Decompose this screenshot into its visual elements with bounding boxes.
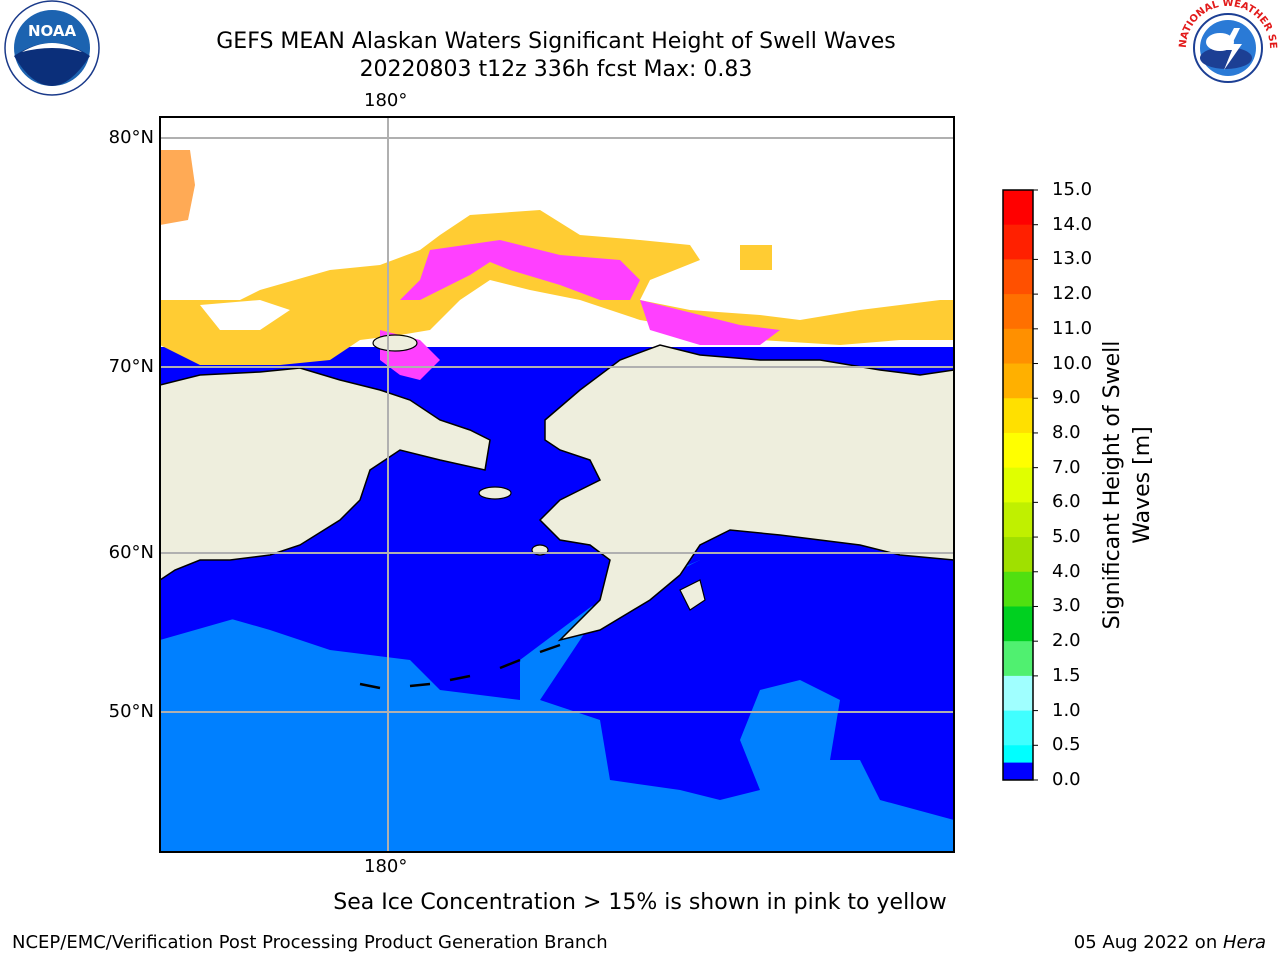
colorbar-frame	[1002, 189, 1034, 781]
colorbar-tick-label: 13.0	[1052, 248, 1093, 270]
colorbar-segment	[1003, 571, 1033, 607]
map-frame	[159, 116, 955, 853]
colorbar-segment	[1003, 259, 1033, 295]
colorbar-tick-label: 5.0	[1052, 526, 1081, 548]
graticule	[160, 117, 954, 852]
colorbar-tick-label: 8.0	[1052, 421, 1081, 443]
land-alaska	[538, 344, 954, 642]
colorbar-tick-label: 15.0	[1052, 179, 1093, 200]
lon-label-bottom: 180°	[364, 856, 408, 877]
footer-branch: NCEP/EMC/Verification Post Processing Pr…	[12, 932, 608, 953]
colorbar-segment	[1003, 675, 1033, 712]
colorbar-label: Significant Height of Swell Waves [m]	[1100, 340, 1155, 630]
island-st-lawrence	[478, 486, 512, 500]
lat-label-60: 60°N	[108, 542, 154, 563]
colorbar-tick-label: 9.0	[1052, 387, 1081, 409]
island-wrangel	[372, 334, 418, 352]
title-line-1: GEFS MEAN Alaskan Waters Significant Hei…	[216, 29, 896, 54]
colorbar-tick-label: 3.0	[1052, 595, 1081, 617]
lat-label-80: 80°N	[108, 127, 154, 148]
colorbar-tick-label: 0.5	[1052, 734, 1081, 756]
colorbar-segment	[1003, 190, 1033, 226]
sea-ice-white-gap	[200, 300, 290, 330]
colorbar-segment	[1003, 745, 1033, 764]
title-line-2: 20220803 t12z 336h fcst Max: 0.83	[359, 57, 753, 82]
low-swell-region-bering	[180, 560, 600, 700]
colorbar-tick-label: 2.0	[1052, 630, 1081, 652]
colorbar-tick-label: 0.0	[1052, 769, 1081, 790]
footer-date-text: 05 Aug 2022 on	[1073, 932, 1223, 953]
colorbar-segment	[1003, 432, 1033, 469]
lat-label-70: 70°N	[108, 356, 154, 377]
colorbar-tick-label: 7.0	[1052, 456, 1081, 478]
land-siberia	[160, 367, 491, 581]
low-swell-region-east	[860, 720, 954, 800]
colorbar-segment	[1003, 537, 1033, 573]
colorbar-tick-label: 11.0	[1052, 317, 1093, 339]
noaa-logo-text: NOAA	[28, 22, 77, 40]
colorbar-tick-label: 10.0	[1052, 352, 1093, 374]
colorbar-tick-label: 1.5	[1052, 664, 1081, 686]
colorbar-segment	[1003, 328, 1033, 365]
sea-ice-orange	[160, 150, 195, 225]
sea-ice-yellow-patch	[740, 245, 772, 270]
sea-ice-pink-3	[640, 300, 780, 345]
nws-logo: NATIONAL WEATHER SERVICE	[1176, 0, 1278, 94]
colorbar-segment	[1003, 398, 1033, 434]
lon-label-top: 180°	[364, 90, 408, 111]
colorbar-segment	[1003, 710, 1033, 746]
colorbar	[1002, 189, 1038, 781]
sea-ice-note: Sea Ice Concentration > 15% is shown in …	[333, 890, 947, 915]
sea-ice-yellow	[160, 210, 954, 365]
lat-label-50: 50°N	[108, 701, 154, 722]
colorbar-segment	[1003, 641, 1033, 677]
colorbar-segment	[1003, 467, 1033, 503]
chart-title: GEFS MEAN Alaskan Waters Significant Hei…	[0, 28, 1112, 84]
colorbar-tick-label: 14.0	[1052, 213, 1093, 235]
noaa-logo: NOAA	[4, 0, 100, 96]
island-kodiak	[679, 579, 706, 611]
colorbar-tick-label: 12.0	[1052, 283, 1093, 305]
sea-ice-pink	[400, 240, 640, 300]
colorbar-segment	[1003, 224, 1033, 260]
footer-host: Hera	[1222, 932, 1266, 953]
aleutian-chain	[359, 643, 561, 690]
footer-date: 05 Aug 2022 on Hera	[1074, 932, 1266, 953]
colorbar-segment	[1003, 502, 1033, 538]
colorbar-segment	[1003, 294, 1033, 330]
colorbar-segment	[1003, 363, 1033, 399]
low-swell-region-gulf	[540, 560, 954, 820]
colorbar-tick-label: 4.0	[1052, 560, 1081, 582]
colorbar-segment	[1003, 606, 1033, 642]
colorbar-segment	[1003, 762, 1033, 781]
colorbar-tick-label: 1.0	[1052, 699, 1081, 721]
colorbar-tick-label: 6.0	[1052, 491, 1081, 513]
